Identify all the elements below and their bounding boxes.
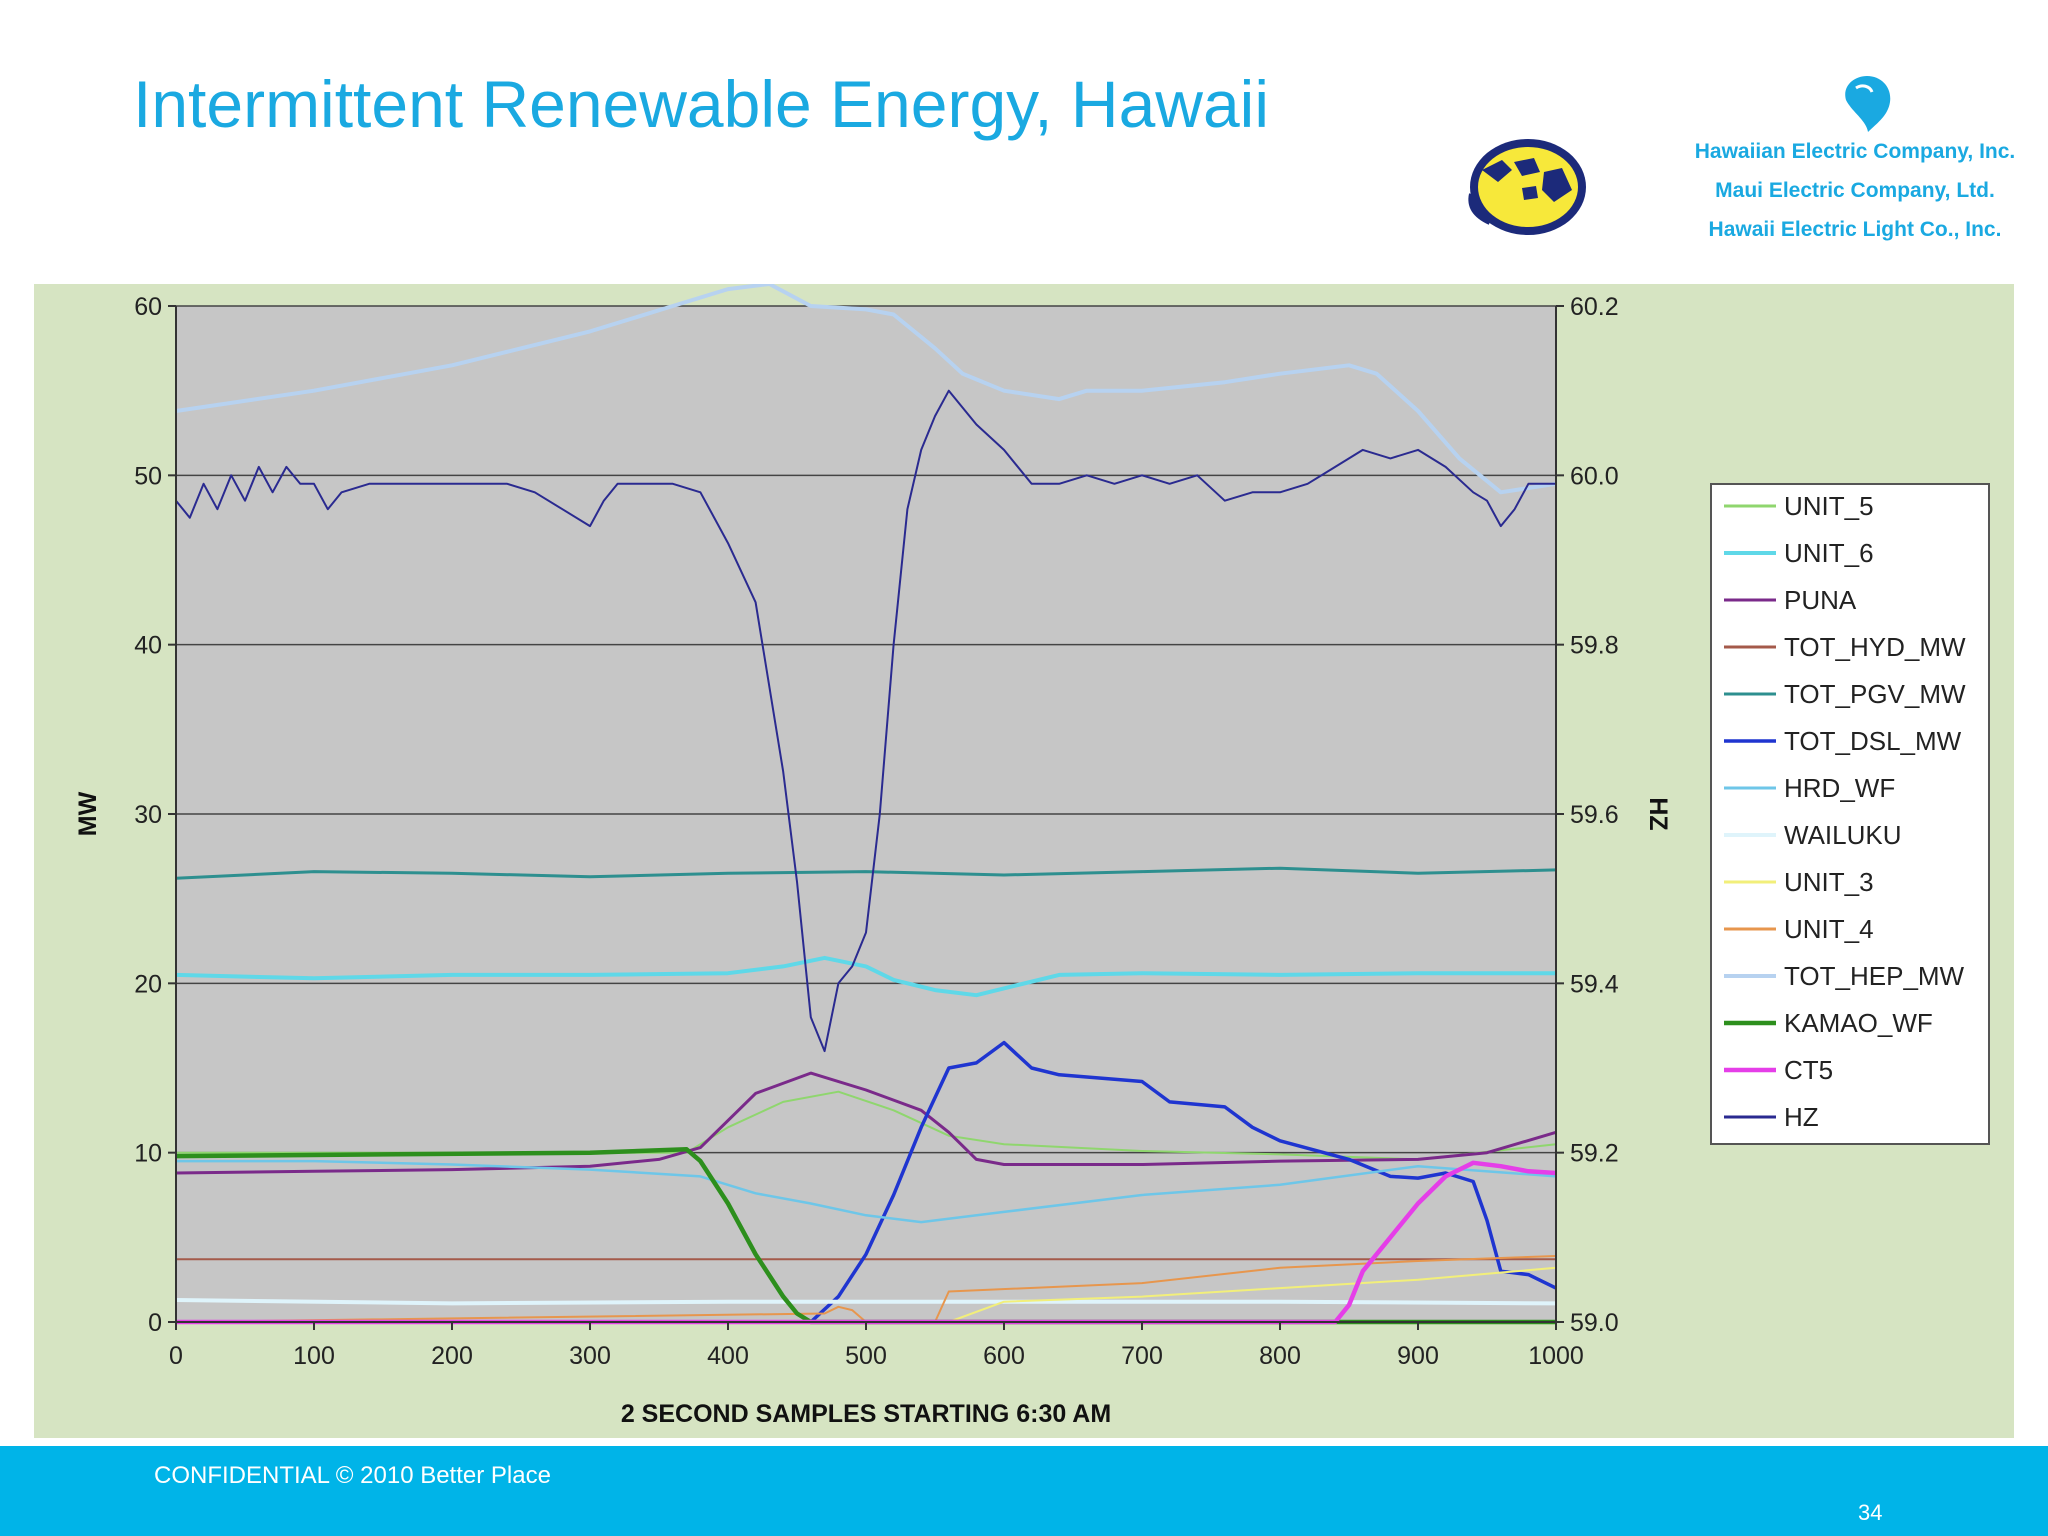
y-tick-label: 20 bbox=[134, 970, 162, 998]
x-tick-label: 600 bbox=[983, 1342, 1025, 1370]
series-line-kamao-wf bbox=[175, 1147, 1556, 1325]
legend-label: KAMAO_WF bbox=[1784, 1008, 1933, 1038]
y2-tick-label: 59.4 bbox=[1570, 970, 1619, 998]
company-name-2: Maui Electric Company, Ltd. bbox=[1715, 179, 1995, 202]
legend-label: TOT_HEP_MW bbox=[1784, 961, 1965, 991]
y-tick-label: 10 bbox=[134, 1140, 162, 1168]
company-droplet-icon bbox=[1845, 76, 1891, 132]
series-line-tot-hep-mw bbox=[175, 284, 1557, 495]
y2-tick-label: 60.2 bbox=[1570, 293, 1619, 321]
x-tick-label: 1000 bbox=[1528, 1342, 1584, 1370]
legend-label: PUNA bbox=[1784, 585, 1857, 615]
y-tick-label: 40 bbox=[134, 632, 162, 660]
legend-label: TOT_DSL_MW bbox=[1784, 726, 1962, 756]
company-names: Hawaiian Electric Company, Inc. Maui Ele… bbox=[1660, 132, 2048, 249]
legend-label: HZ bbox=[1784, 1102, 1819, 1132]
x-tick-label: 200 bbox=[431, 1342, 473, 1370]
legend-label: CT5 bbox=[1784, 1055, 1833, 1085]
x-tick-label: 500 bbox=[845, 1342, 887, 1370]
y-tick-label: 60 bbox=[134, 293, 162, 321]
chart-panel: 0 100 200 300 400 500 600 700 800 900 1000 0 10 20 30… bbox=[34, 284, 2014, 1438]
legend-label: UNIT_6 bbox=[1784, 538, 1874, 568]
gridlines bbox=[176, 305, 1556, 1323]
line-chart: 0 100 200 300 400 500 600 700 800 900 1000 0 10 20 30… bbox=[74, 284, 1990, 1428]
legend-label: UNIT_5 bbox=[1784, 491, 1874, 521]
legend-label: HRD_WF bbox=[1784, 773, 1895, 803]
legend-box bbox=[1710, 483, 1990, 1145]
y2-tick-label: 59.8 bbox=[1570, 632, 1619, 660]
x-tick-label: 300 bbox=[569, 1342, 611, 1370]
series-line-tot-dsl-mw bbox=[176, 1040, 1557, 1324]
x-tick-label: 800 bbox=[1259, 1342, 1301, 1370]
y2-axis-title: HZ bbox=[1644, 797, 1672, 830]
y-tick-label: 50 bbox=[134, 462, 162, 490]
company-name-3: Hawaii Electric Light Co., Inc. bbox=[1708, 218, 2002, 241]
x-tick-label: 0 bbox=[169, 1342, 183, 1370]
company-name-1: Hawaiian Electric Company, Inc. bbox=[1694, 140, 2016, 163]
x-tick-label: 700 bbox=[1121, 1342, 1163, 1370]
series-line-tot-pgv-mw bbox=[175, 866, 1557, 880]
y2-tick-label: 59.6 bbox=[1570, 801, 1619, 829]
x-tick-label: 100 bbox=[293, 1342, 335, 1370]
x-tick-labels: 0 100 200 300 400 500 600 700 800 900 1000 bbox=[169, 1322, 1584, 1370]
series-line-hz bbox=[175, 389, 1556, 1053]
series-line-wailuku bbox=[175, 1298, 1557, 1306]
x-axis-title: 2 SECOND SAMPLES STARTING 6:30 AM bbox=[621, 1400, 1111, 1428]
y2-tick-label: 60.0 bbox=[1570, 462, 1619, 490]
series-line-unit-6 bbox=[175, 955, 1556, 998]
legend-label: UNIT_4 bbox=[1784, 914, 1874, 944]
legend: UNIT_5 UNIT_6 PUNA TOT_HYD_MW TOT_PGV_MW TOT_… bbox=[1710, 483, 1990, 1145]
legend-label: WAILUKU bbox=[1784, 820, 1902, 850]
y-tick-label: 30 bbox=[134, 801, 162, 829]
x-tick-label: 900 bbox=[1397, 1342, 1439, 1370]
series-line-ct5 bbox=[176, 1160, 1557, 1325]
legend-label: TOT_HYD_MW bbox=[1784, 632, 1966, 662]
y-axis-title: MW bbox=[74, 791, 102, 836]
hawaii-islands-emblem-icon bbox=[1468, 139, 1586, 235]
series-line-puna bbox=[175, 1071, 1557, 1175]
page-number: 34 bbox=[1858, 1500, 1883, 1525]
y2-tick-labels: 59.0 59.2 59.4 59.6 59.8 60.0 60.2 bbox=[1556, 293, 1619, 1337]
y-tick-labels: 0 10 20 30 40 50 60 bbox=[134, 293, 176, 1337]
slide-title: Intermittent Renewable Energy, Hawaii bbox=[133, 67, 1269, 141]
y2-tick-label: 59.0 bbox=[1570, 1309, 1619, 1337]
series-line-hrd-wf bbox=[176, 1159, 1557, 1224]
legend-label: TOT_PGV_MW bbox=[1784, 679, 1966, 709]
y-tick-label: 0 bbox=[148, 1309, 162, 1337]
legend-label: UNIT_3 bbox=[1784, 867, 1874, 897]
x-tick-label: 400 bbox=[707, 1342, 749, 1370]
y2-tick-label: 59.2 bbox=[1570, 1140, 1619, 1168]
footer-bar bbox=[0, 1446, 2048, 1536]
footer-confidential: CONFIDENTIAL © 2010 Better Place bbox=[154, 1462, 551, 1489]
